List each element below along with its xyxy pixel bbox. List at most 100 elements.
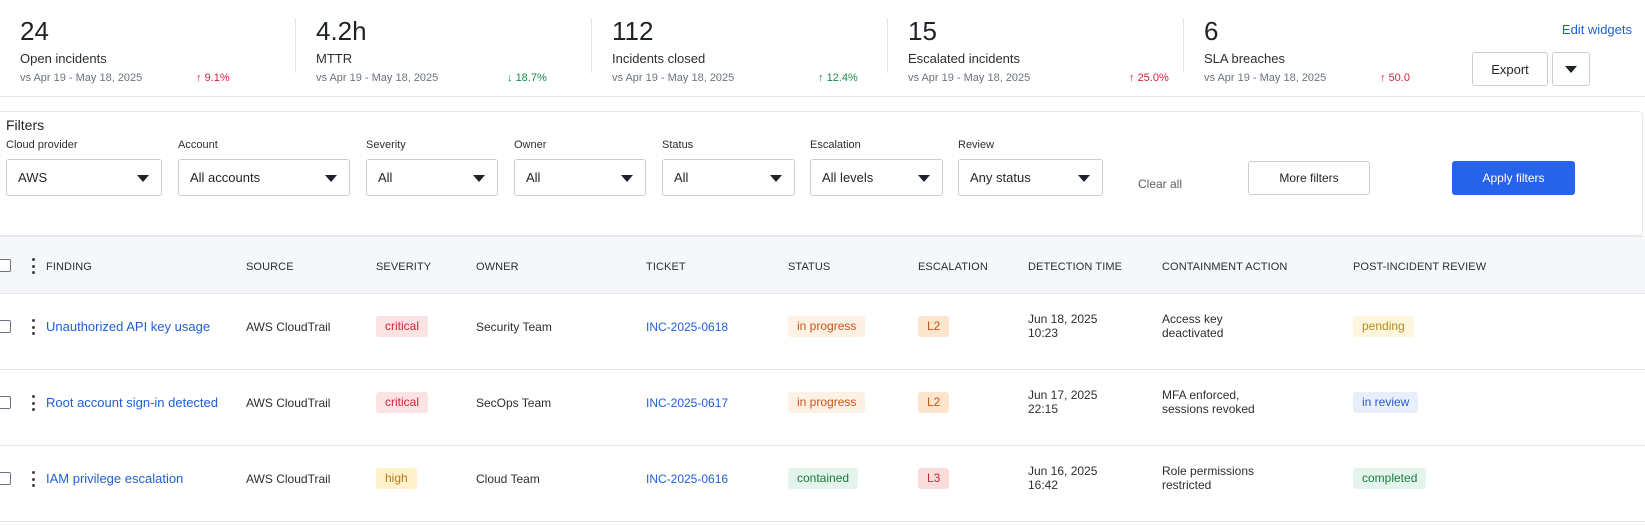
cloud-provider-select[interactable]: AWS	[6, 159, 162, 196]
select-value: All	[378, 170, 393, 185]
detection-time-cell: Jun 16, 2025 16:42	[1028, 464, 1097, 492]
select-all-checkbox[interactable]	[0, 259, 11, 272]
severity-badge: critical	[376, 316, 429, 337]
containment-line: MFA enforced,	[1162, 388, 1240, 402]
metric-delta: ↑ 12.4%	[818, 72, 858, 84]
status-badge: in progress	[788, 392, 866, 413]
metric-label: Incidents closed	[612, 51, 706, 66]
arrow-up-icon: ↑	[1380, 72, 1386, 84]
metric-period: vs Apr 19 - May 18, 2025	[612, 72, 735, 84]
ticket-link[interactable]: INC-2025-0618	[646, 320, 729, 334]
owner-select[interactable]: All	[514, 159, 646, 196]
review-badge: pending	[1353, 316, 1414, 337]
apply-filters-button[interactable]: Apply filters	[1452, 161, 1575, 195]
column-header-ticket[interactable]: TICKET	[646, 261, 686, 273]
containment-line: sessions revoked	[1162, 402, 1255, 416]
escalation-badge: L2	[918, 316, 950, 337]
detection-clock: 16:42	[1028, 478, 1059, 492]
chevron-down-icon	[473, 175, 485, 182]
ticket-link[interactable]: INC-2025-0616	[646, 472, 729, 486]
column-header-owner[interactable]: OWNER	[476, 261, 519, 273]
containment-action-cell: Access key deactivated	[1162, 312, 1223, 340]
row-options-icon[interactable]	[31, 319, 35, 335]
export-button[interactable]: Export	[1472, 52, 1548, 86]
clear-all-link[interactable]: Clear all	[1138, 177, 1183, 191]
finding-link[interactable]: Unauthorized API key usage	[46, 319, 211, 334]
metric-period: vs Apr 19 - May 18, 2025	[908, 72, 1031, 84]
metric-sla-breaches[interactable]: 6 SLA breaches vs Apr 19 - May 18, 2025 …	[1184, 0, 1480, 92]
metric-label: MTTR	[316, 51, 353, 66]
ticket-link[interactable]: INC-2025-0617	[646, 396, 729, 410]
severity-badge: high	[376, 468, 417, 489]
metric-incidents-closed[interactable]: 112 Incidents closed vs Apr 19 - May 18,…	[592, 0, 888, 92]
column-header-severity[interactable]: SEVERITY	[376, 261, 432, 273]
row-checkbox[interactable]	[0, 472, 11, 485]
chevron-down-icon	[137, 175, 149, 182]
row-checkbox[interactable]	[0, 320, 11, 333]
account-select[interactable]: All accounts	[178, 159, 350, 196]
review-select[interactable]: Any status	[958, 159, 1103, 196]
metric-period: vs Apr 19 - May 18, 2025	[316, 72, 439, 84]
select-value: Any status	[970, 170, 1031, 185]
column-header-status[interactable]: STATUS	[788, 261, 831, 273]
column-header-detection-time[interactable]: DETECTION TIME	[1028, 261, 1123, 273]
divider	[887, 18, 888, 73]
incidents-table: FINDING SOURCE SEVERITY OWNER TICKET STA…	[0, 236, 1645, 526]
metric-mttr[interactable]: 4.2h MTTR vs Apr 19 - May 18, 2025 ↓ 18.…	[296, 0, 592, 92]
escalation-badge: L2	[918, 392, 950, 413]
more-filters-button[interactable]: More filters	[1248, 161, 1370, 195]
containment-line: Access key	[1162, 312, 1223, 326]
chevron-down-icon	[918, 175, 930, 182]
detection-date: Jun 18, 2025	[1028, 312, 1098, 326]
detection-date: Jun 17, 2025	[1028, 388, 1098, 402]
column-header-post-incident-review[interactable]: POST-INCIDENT REVIEW	[1353, 261, 1487, 273]
column-options-icon[interactable]	[31, 258, 35, 274]
select-value: All accounts	[190, 170, 261, 185]
owner-cell: Security Team	[476, 320, 552, 334]
metric-delta-value: 12.4%	[826, 72, 858, 84]
filter-label: Escalation	[810, 139, 861, 151]
column-header-containment-action[interactable]: CONTAINMENT ACTION	[1162, 261, 1288, 273]
metric-delta: ↑ 50.0	[1380, 72, 1410, 84]
column-header-finding[interactable]: FINDING	[46, 261, 92, 273]
metric-label: SLA breaches	[1204, 51, 1285, 66]
metric-open-incidents[interactable]: 24 Open incidents vs Apr 19 - May 18, 20…	[0, 0, 296, 92]
escalation-select[interactable]: All levels	[810, 159, 943, 196]
edit-widgets-link[interactable]: Edit widgets	[1561, 22, 1632, 37]
status-badge: in progress	[788, 316, 866, 337]
table-row[interactable]: Root account sign-in detected AWS CloudT…	[0, 370, 1645, 446]
row-checkbox[interactable]	[0, 396, 11, 409]
row-options-icon[interactable]	[31, 395, 35, 411]
metric-label: Open incidents	[20, 51, 107, 66]
chevron-down-icon	[1078, 175, 1090, 182]
table-row[interactable]: Unauthorized API key usage AWS CloudTrai…	[0, 294, 1645, 370]
row-options-icon[interactable]	[31, 471, 35, 487]
review-badge: completed	[1353, 468, 1427, 489]
severity-select[interactable]: All	[366, 159, 498, 196]
metric-value: 112	[612, 16, 654, 46]
filters-panel: Filters Cloud provider AWS Account All a…	[0, 111, 1643, 236]
containment-line: restricted	[1162, 478, 1212, 492]
containment-line: deactivated	[1162, 326, 1224, 340]
arrow-up-icon: ↑	[818, 72, 824, 84]
finding-link[interactable]: IAM privilege escalation	[46, 471, 184, 486]
metric-delta-value: 9.1%	[204, 72, 230, 84]
column-header-source[interactable]: SOURCE	[246, 261, 294, 273]
select-value: AWS	[18, 170, 48, 185]
arrow-up-icon: ↑	[196, 72, 202, 84]
source-cell: AWS CloudTrail	[246, 396, 331, 410]
column-header-escalation[interactable]: ESCALATION	[918, 261, 988, 273]
filter-label: Review	[958, 139, 995, 151]
metric-period: vs Apr 19 - May 18, 2025	[1204, 72, 1327, 84]
table-row[interactable]: IAM privilege escalation AWS CloudTrail …	[0, 446, 1645, 522]
export-menu-button[interactable]	[1552, 52, 1590, 86]
metric-delta-value: 25.0%	[1137, 72, 1169, 84]
status-badge: contained	[788, 468, 859, 489]
filter-escalation: Escalation All levels	[810, 138, 943, 196]
status-select[interactable]: All	[662, 159, 795, 196]
chevron-down-icon	[770, 175, 782, 182]
finding-link[interactable]: Root account sign-in detected	[46, 395, 218, 410]
metric-delta: ↑ 25.0%	[1129, 72, 1169, 84]
metric-escalated-incidents[interactable]: 15 Escalated incidents vs Apr 19 - May 1…	[888, 0, 1184, 92]
review-badge: in review	[1353, 392, 1419, 413]
